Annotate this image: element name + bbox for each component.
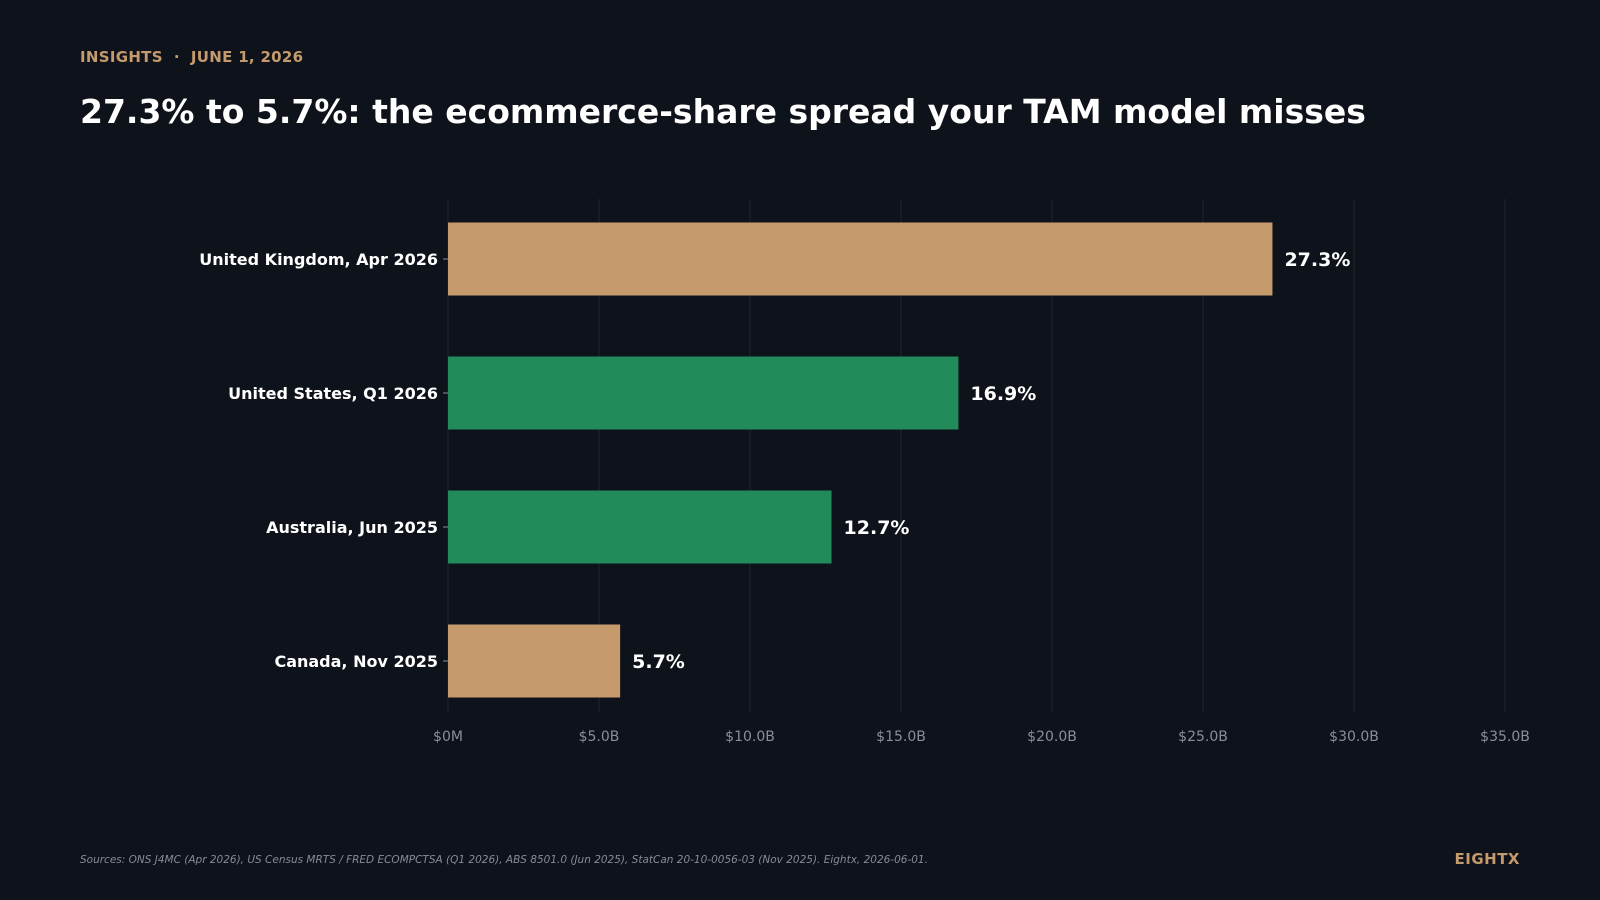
x-tick-label: $20.0B xyxy=(1027,729,1077,745)
x-tick-label: $15.0B xyxy=(876,729,926,745)
x-tick-label: $5.0B xyxy=(579,729,620,745)
x-axis: $0M $5.0B $10.0B $15.0B $20.0B $25.0B $30.0B $3… xyxy=(433,258,1530,745)
bar-layer xyxy=(448,222,1273,698)
value-label: 16.9% xyxy=(970,383,1036,405)
source-note: Sources: ONS J4MC (Apr 2026), US Census … xyxy=(80,854,928,866)
x-tick-label: $0M xyxy=(433,729,463,745)
chart-title: 27.3% to 5.7%: the ecommerce-share sprea… xyxy=(80,92,1366,131)
bar xyxy=(448,490,832,564)
category-label: Canada, Nov 2025 xyxy=(274,652,438,671)
x-tick-label: $35.0B xyxy=(1480,729,1530,745)
category-label: United States, Q1 2026 xyxy=(228,384,438,403)
x-tick-label: $30.0B xyxy=(1329,729,1379,745)
category-label: Australia, Jun 2025 xyxy=(266,518,438,537)
x-tick-label: $25.0B xyxy=(1178,729,1228,745)
bar xyxy=(448,356,959,430)
value-label: 5.7% xyxy=(632,651,685,673)
eyebrow-label: INSIGHTS · JUNE 1, 2026 xyxy=(80,48,304,66)
value-label: 27.3% xyxy=(1284,249,1350,271)
x-tick-label: $10.0B xyxy=(725,729,775,745)
value-label: 12.7% xyxy=(844,517,910,539)
brand-logo: EIGHTX xyxy=(1454,850,1520,868)
bar xyxy=(448,222,1273,296)
label-layer: United Kingdom, Apr 2026 27.3% United Stat… xyxy=(199,249,1350,673)
category-label: United Kingdom, Apr 2026 xyxy=(199,250,438,269)
bar xyxy=(448,624,621,698)
